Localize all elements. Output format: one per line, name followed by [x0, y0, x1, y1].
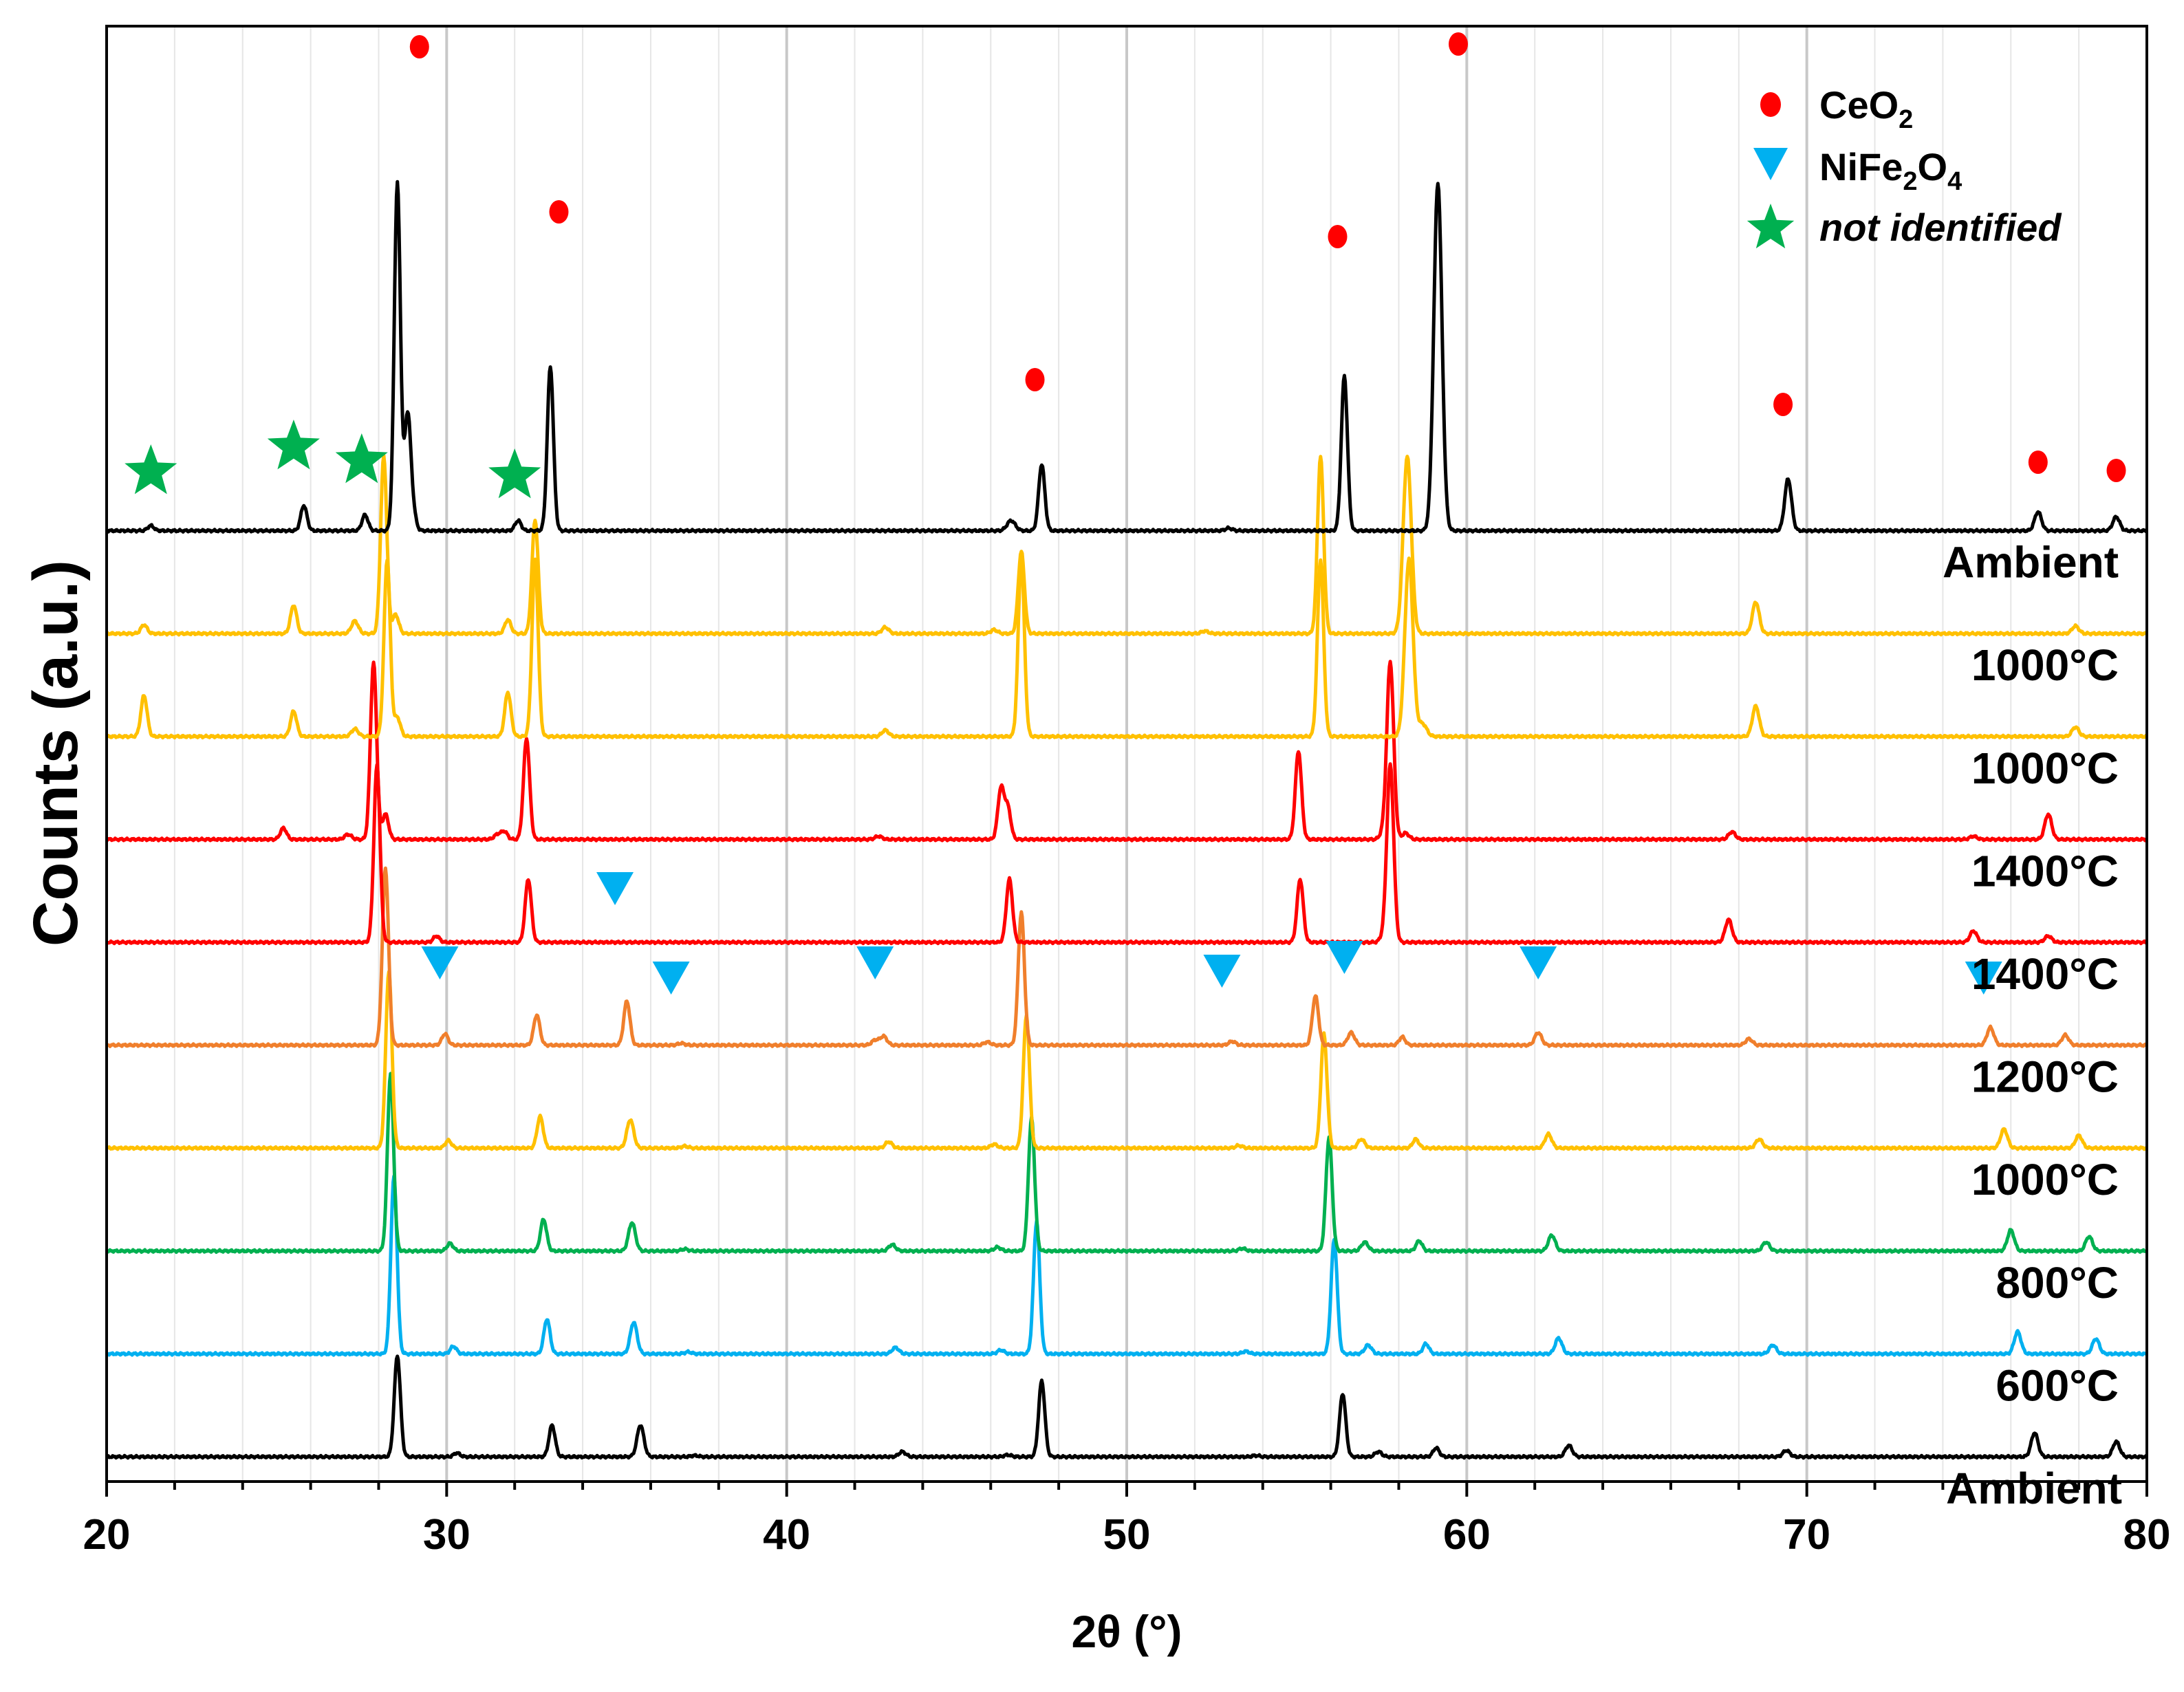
trace-6	[107, 762, 2147, 946]
legend-ceo2-marker	[1760, 92, 1781, 117]
trace-label-5: 1200°C	[1971, 1052, 2119, 1102]
x-axis: 20 30 40 50 60 70 80	[83, 1480, 2171, 1559]
grid-lines	[173, 26, 2080, 1482]
traces	[107, 180, 2147, 1460]
nife2o4-marker	[596, 872, 634, 905]
ceo2-marker	[2106, 459, 2126, 482]
nife2o4-marker	[1203, 955, 1241, 988]
y-axis-title: Counts (a.u.)	[21, 560, 91, 946]
legend-nife2o4-label: NiFe2O4	[1819, 145, 1962, 196]
legend-not-identified-marker	[1747, 204, 1795, 249]
legend-nife2o4-marker	[1753, 148, 1788, 180]
trace-label-10: Ambient	[1943, 538, 2119, 587]
x-tick-label: 40	[763, 1511, 810, 1559]
ceo2-marker	[409, 35, 429, 58]
x-axis-title: 2θ (°)	[1071, 1606, 1182, 1657]
nife2o4-marker	[421, 946, 459, 979]
nife2o4-marker	[652, 962, 690, 995]
trace-2	[107, 1174, 2147, 1357]
trace-label-4: 1000°C	[1971, 1155, 2119, 1204]
legend: CeO2 NiFe2O4 not identified	[1747, 83, 2062, 249]
trace-label-1: Ambient	[1946, 1464, 2122, 1513]
nife2o4-marker	[1326, 941, 1363, 974]
trace-4	[107, 970, 2147, 1151]
trace-8	[107, 556, 2147, 740]
not-identified-marker	[267, 420, 320, 470]
legend-not-identified-label: not identified	[1819, 206, 2062, 249]
x-tick-label: 70	[1783, 1511, 1830, 1559]
x-tick-label: 30	[423, 1511, 471, 1559]
not-identified-marker	[488, 448, 541, 499]
trace-label-6: 1400°C	[1971, 949, 2119, 999]
trace-5	[107, 866, 2147, 1048]
legend-ceo2-label: CeO2	[1819, 83, 1913, 134]
nife2o4-marker	[1520, 946, 1557, 979]
trace-1	[107, 1354, 2147, 1460]
trace-labels: Ambient 600°C 800°C 1000°C 1200°C 1400°C 1400°…	[1943, 538, 2122, 1513]
trace-3	[107, 1072, 2147, 1255]
ceo2-marker	[1328, 225, 1348, 248]
x-tick-label: 80	[2123, 1511, 2171, 1559]
ceo2-marker	[2028, 451, 2048, 474]
nife2o4-marker	[1965, 962, 2002, 995]
x-tick-label: 20	[83, 1511, 131, 1559]
ceo2-marker	[549, 200, 569, 224]
trace-label-7: 1400°C	[1971, 846, 2119, 896]
trace-label-9: 1000°C	[1971, 640, 2119, 690]
ceo2-marker	[1448, 32, 1468, 56]
trace-7	[107, 660, 2147, 843]
x-tick-label: 50	[1103, 1511, 1151, 1559]
x-tick-label: 60	[1443, 1511, 1491, 1559]
trace-9	[107, 453, 2147, 637]
ceo2-marker	[1773, 393, 1793, 416]
trace-label-8: 1000°C	[1971, 744, 2119, 793]
ceo2-marker	[1025, 368, 1045, 391]
trace-label-2: 600°C	[1996, 1360, 2119, 1410]
peak-markers	[125, 32, 2126, 995]
nife2o4-marker	[856, 946, 894, 979]
not-identified-marker	[335, 433, 388, 484]
trace-label-3: 800°C	[1996, 1258, 2119, 1308]
not-identified-marker	[125, 444, 177, 495]
trace-10	[107, 180, 2147, 534]
